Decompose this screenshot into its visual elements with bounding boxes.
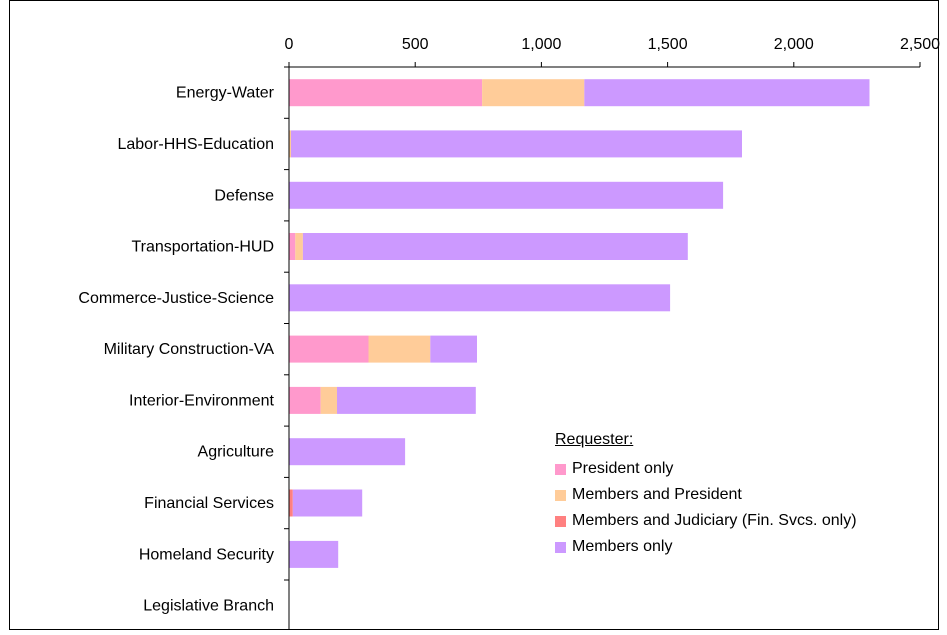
x-tick-label: 1,000 — [521, 36, 561, 53]
bar-segment — [337, 386, 476, 414]
bar-segment — [289, 335, 369, 363]
legend-item: President only — [555, 458, 857, 480]
category-label: Financial Services — [144, 495, 274, 512]
bar-segment — [482, 79, 585, 107]
legend-label: Members and President — [572, 486, 742, 503]
bar-segment — [292, 489, 363, 517]
bar-segment — [289, 79, 483, 107]
category-label: Legislative Branch — [143, 598, 274, 615]
bar-segment — [289, 386, 321, 414]
x-tick-label: 0 — [285, 36, 294, 53]
chart-legend: Requester: President only Members and Pre… — [555, 430, 857, 562]
legend-label: President only — [572, 460, 674, 477]
category-label: Military Construction-VA — [104, 341, 275, 358]
category-label: Labor-HHS-Education — [117, 136, 274, 153]
x-tick-label: 1,500 — [648, 36, 688, 53]
bar-segment — [289, 284, 671, 312]
legend-item: Members and President — [555, 484, 857, 506]
legend-swatch — [555, 463, 566, 475]
legend-item: Members and Judiciary (Fin. Svcs. only) — [555, 510, 857, 532]
bar-segment — [430, 335, 477, 363]
legend-swatch — [555, 489, 566, 501]
legend-item: Members only — [555, 536, 857, 558]
legend-label: Members and Judiciary (Fin. Svcs. only) — [572, 512, 857, 529]
bar-segment — [289, 130, 291, 158]
bar-segment — [289, 489, 293, 517]
category-label: Defense — [214, 187, 274, 204]
x-tick-label: 2,500 — [900, 36, 940, 53]
category-label: Agriculture — [198, 444, 275, 461]
bar-segment — [289, 540, 339, 568]
bar-segment — [368, 335, 431, 363]
category-label: Interior-Environment — [129, 392, 275, 409]
legend-swatch — [555, 515, 566, 527]
bar-segment — [584, 79, 870, 107]
bar-segment — [320, 386, 337, 414]
bar-segment — [289, 233, 296, 260]
bar-segment — [289, 181, 724, 209]
category-label: Energy-Water — [176, 85, 275, 102]
legend-swatch — [555, 541, 566, 553]
x-tick-label: 2,000 — [774, 36, 814, 53]
x-tick-label: 500 — [402, 36, 429, 53]
legend-title: Requester: — [555, 431, 634, 448]
legend-label: Members only — [572, 538, 673, 555]
bar-segment — [302, 233, 688, 260]
category-label: Transportation-HUD — [131, 239, 274, 256]
category-label: Commerce-Justice-Science — [78, 290, 274, 307]
bar-segment — [295, 233, 303, 260]
category-label: Homeland Security — [139, 546, 274, 563]
bar-segment — [291, 130, 742, 158]
bar-segment — [289, 438, 406, 466]
